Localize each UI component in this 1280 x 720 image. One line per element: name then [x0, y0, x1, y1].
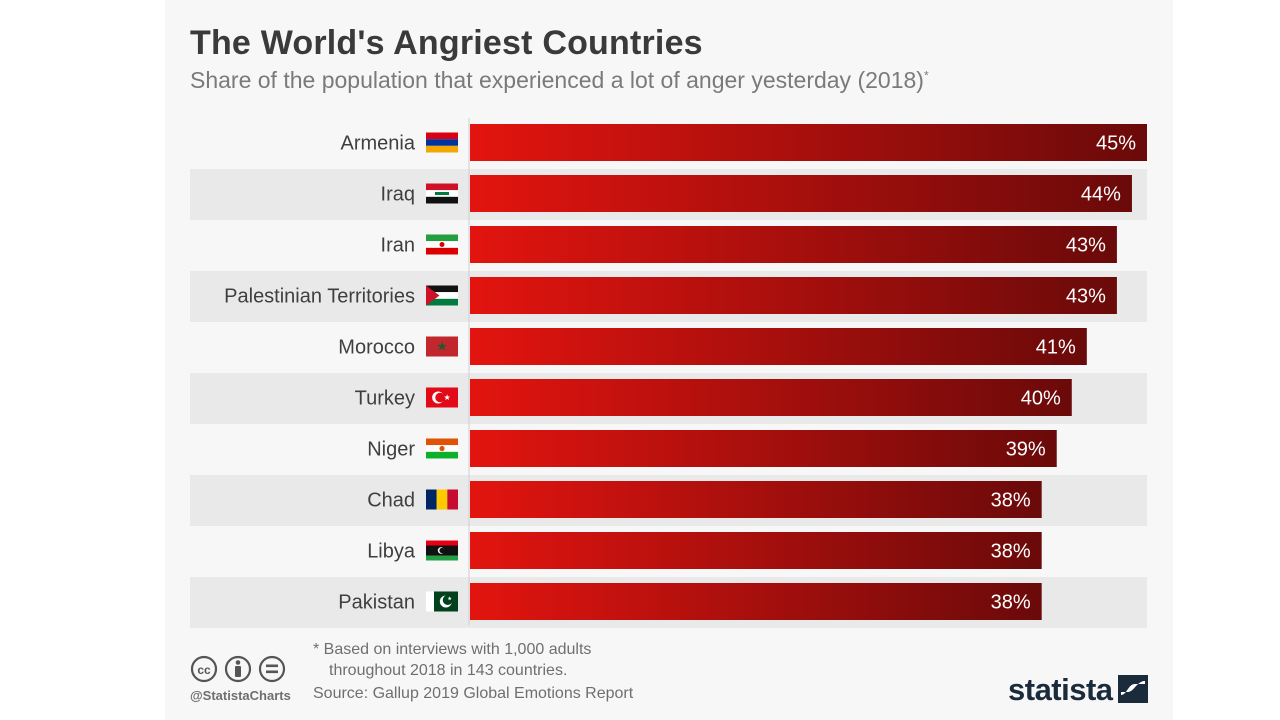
palestine-flag-icon — [426, 285, 458, 306]
cc-icon: cc — [190, 655, 218, 683]
statista-logo-icon — [1118, 675, 1148, 703]
footnote-line-1: * Based on interviews with 1,000 adults — [313, 641, 592, 658]
niger-flag-icon — [426, 438, 458, 459]
footnote-line-2: throughout 2018 in 143 countries. — [329, 662, 568, 679]
value-label: 38% — [991, 592, 1031, 614]
chart-title: The World's Angriest Countries — [190, 24, 703, 62]
pakistan-flag-icon — [426, 591, 458, 612]
bar-niger — [470, 430, 1057, 467]
bar-morocco — [470, 328, 1087, 365]
category-label: Pakistan — [338, 592, 415, 614]
libya-flag-icon — [426, 540, 458, 561]
chart-subtitle: Share of the population that experienced… — [190, 67, 929, 94]
bar-turkey — [470, 379, 1072, 416]
footnote: * Based on interviews with 1,000 adults … — [313, 639, 591, 681]
bar-libya — [470, 532, 1042, 569]
value-label: 38% — [991, 541, 1031, 563]
statista-logo-text: statista — [1008, 672, 1113, 707]
bar-iraq — [470, 175, 1132, 212]
bar-palestinian-territories — [470, 277, 1117, 314]
category-label: Niger — [367, 439, 415, 461]
license-icons: cc — [190, 655, 286, 683]
category-label: Libya — [367, 541, 416, 563]
subtitle-footnote-mark: * — [923, 68, 929, 83]
value-label: 44% — [1081, 184, 1121, 206]
category-label: Palestinian Territories — [224, 286, 415, 308]
source-note: Source: Gallup 2019 Global Emotions Repo… — [313, 685, 634, 702]
bar-armenia — [470, 124, 1147, 161]
category-label: Armenia — [341, 133, 416, 155]
category-label: Turkey — [355, 388, 415, 410]
no-derivatives-icon — [258, 655, 286, 683]
armenia-flag-icon — [426, 132, 458, 153]
bar-pakistan — [470, 583, 1042, 620]
iraq-flag-icon — [426, 183, 458, 204]
value-label: 40% — [1021, 388, 1061, 410]
iran-flag-icon — [426, 234, 458, 255]
value-label: 38% — [991, 490, 1031, 512]
bar-iran — [470, 226, 1117, 263]
bar-chad — [470, 481, 1042, 518]
morocco-flag-icon — [426, 336, 458, 357]
value-label: 41% — [1036, 337, 1076, 359]
attribution-icon — [224, 655, 252, 683]
category-label: Chad — [367, 490, 415, 512]
value-label: 45% — [1096, 133, 1136, 155]
value-label: 39% — [1006, 439, 1046, 461]
svg-text:cc: cc — [197, 663, 211, 677]
chad-flag-icon — [426, 489, 458, 510]
value-label: 43% — [1066, 286, 1106, 308]
turkey-flag-icon — [426, 387, 458, 408]
value-label: 43% — [1066, 235, 1106, 257]
category-label: Morocco — [338, 337, 415, 359]
social-handle: @StatistaCharts — [190, 688, 291, 703]
category-label: Iran — [381, 235, 415, 257]
subtitle-text: Share of the population that experienced… — [190, 67, 924, 93]
category-label: Iraq — [381, 184, 415, 206]
